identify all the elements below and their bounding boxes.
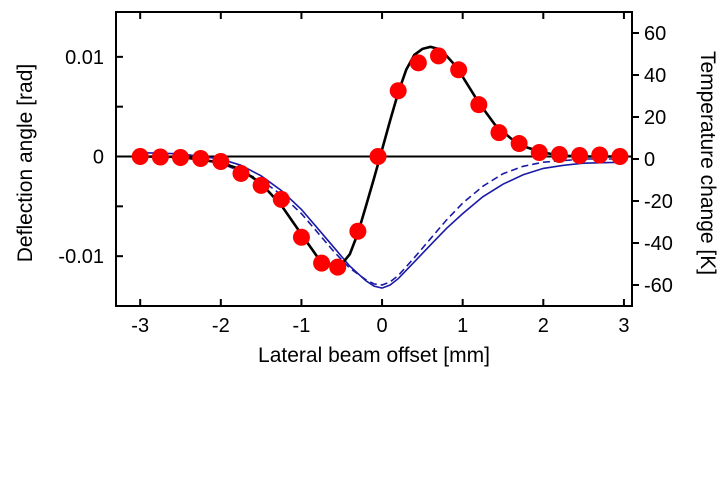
plot-layer: [116, 45, 632, 289]
left-y-axis-ticks: -0.01 0 0.01: [58, 47, 123, 268]
measured-point: [389, 82, 407, 100]
x-axis-title: Lateral beam offset [mm]: [258, 344, 490, 367]
measured-point: [490, 124, 508, 142]
measured-point: [292, 228, 310, 246]
measured-point: [530, 144, 548, 162]
measured-point: [212, 152, 230, 170]
right-y-tick-label: 60: [644, 23, 666, 45]
measured-point: [272, 190, 290, 208]
measured-point: [313, 254, 331, 272]
x-tick-label: 1: [457, 315, 468, 337]
measured-point: [329, 258, 347, 276]
x-tick-label: 0: [377, 315, 388, 337]
right-y-axis-title: Temperature change [K]: [696, 51, 719, 275]
right-y-tick-label: -20: [644, 191, 673, 213]
measured-point: [151, 148, 169, 166]
right-y-tick-label: 40: [644, 65, 666, 87]
left-y-axis-title: Deflection angle [rad]: [14, 64, 37, 262]
right-y-tick-label: 0: [644, 149, 655, 171]
measured-point: [192, 150, 210, 168]
x-tick-label: 3: [618, 315, 629, 337]
x-tick-label: -3: [131, 315, 149, 337]
measured-point: [550, 146, 568, 164]
measured-point: [450, 61, 468, 79]
measured-point: [510, 135, 528, 153]
measured-point: [611, 148, 629, 166]
plot-content: [116, 45, 632, 289]
measured-point: [369, 148, 387, 166]
measured-point: [131, 148, 149, 166]
x-axis-ticks: -3 -2 -1 0 1 2 3: [131, 12, 630, 337]
measured-point: [591, 146, 609, 164]
measured-point: [232, 164, 250, 182]
measured-point: [172, 149, 189, 167]
measured-point: [470, 96, 488, 114]
right-y-tick-label: 20: [644, 107, 666, 129]
measured-point: [430, 47, 447, 65]
measured-point: [409, 54, 427, 72]
temperature-dashed-line: [140, 155, 624, 286]
x-tick-label: 2: [538, 315, 549, 337]
left-y-tick-label: 0: [93, 147, 104, 169]
temperature-solid-line: [140, 151, 624, 289]
right-y-tick-label: -40: [644, 233, 673, 255]
right-y-tick-label: -60: [644, 275, 673, 297]
x-tick-label: -2: [212, 315, 230, 337]
measured-point: [252, 176, 270, 194]
measured-point: [349, 222, 367, 240]
left-y-tick-label: 0.01: [65, 47, 104, 69]
left-y-tick-label: -0.01: [58, 246, 104, 268]
x-tick-label: -1: [293, 315, 311, 337]
measured-point: [571, 147, 589, 165]
right-y-axis-ticks: -60 -40 -20 0 20 40 60: [632, 23, 673, 297]
